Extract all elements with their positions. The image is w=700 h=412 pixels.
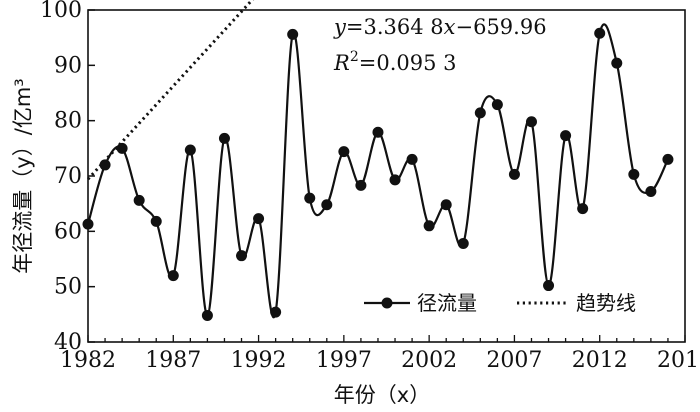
- equation-y-var: y: [333, 15, 347, 39]
- x-tick-label: 2007: [486, 348, 542, 373]
- runoff-series: [82, 23, 674, 321]
- runoff-point: [372, 126, 384, 138]
- runoff-point: [321, 199, 333, 211]
- runoff-point: [338, 146, 350, 158]
- runoff-point: [167, 270, 179, 282]
- y-axis-ticks: 40 50 60 70 80 90 100: [40, 0, 95, 355]
- x-tick-label: 1997: [316, 348, 372, 373]
- runoff-point: [628, 168, 640, 180]
- r2-exponent: 2: [350, 49, 359, 65]
- x-tick-label: 1982: [60, 348, 116, 373]
- runoff-point: [218, 132, 230, 144]
- runoff-point: [184, 144, 196, 156]
- equation-x-var: x: [444, 15, 456, 39]
- runoff-point: [440, 199, 452, 211]
- x-tick-label: 2002: [401, 348, 457, 373]
- y-tick-label: 40: [54, 330, 82, 355]
- runoff-point: [270, 306, 282, 318]
- y-tick-label: 80: [54, 109, 82, 134]
- runoff-line: [86, 23, 669, 318]
- runoff-point: [116, 142, 128, 154]
- runoff-point: [560, 130, 572, 142]
- runoff-point: [82, 218, 94, 230]
- runoff-point: [389, 174, 401, 186]
- runoff-point: [611, 57, 623, 69]
- runoff-point: [474, 107, 486, 119]
- x-axis-title: 年份（x）: [334, 383, 430, 407]
- x-tick-label: 1992: [231, 348, 287, 373]
- runoff-point: [508, 168, 520, 180]
- runoff-point: [201, 309, 213, 321]
- equation-intercept: −659.96: [455, 15, 546, 39]
- runoff-point: [662, 153, 674, 165]
- runoff-point: [406, 153, 418, 165]
- y-tick-label: 90: [54, 53, 82, 78]
- runoff-point: [150, 215, 162, 227]
- runoff-point: [253, 213, 265, 225]
- runoff-point: [645, 185, 657, 197]
- y-axis-title: 年径流量（y）/亿m³: [11, 78, 35, 273]
- legend-trend-label: 趋势线: [576, 291, 636, 315]
- equation-slope: =3.364 8: [346, 15, 444, 39]
- runoff-point: [304, 192, 316, 204]
- r-squared-label: R2=0.095 3: [333, 49, 457, 75]
- legend: 径流量 趋势线: [364, 291, 636, 315]
- runoff-point: [133, 194, 145, 206]
- x-tick-label: 2012: [572, 348, 628, 373]
- runoff-point: [577, 203, 589, 215]
- regression-equation: y=3.364 8x−659.96: [333, 15, 547, 39]
- legend-runoff-marker: [381, 297, 393, 309]
- y-tick-label: 100: [40, 0, 82, 23]
- x-tick-label: 1987: [145, 348, 201, 373]
- r2-symbol: R: [333, 51, 350, 75]
- y-tick-label: 70: [54, 164, 82, 189]
- runoff-point: [99, 159, 111, 171]
- runoff-point: [594, 27, 606, 39]
- runoff-point: [491, 99, 503, 111]
- runoff-point: [525, 116, 537, 128]
- runoff-point: [236, 250, 248, 262]
- r2-value: =0.095 3: [359, 51, 457, 75]
- runoff-point: [355, 179, 367, 191]
- legend-runoff-label: 径流量: [417, 291, 477, 315]
- x-tick-label: 2017: [657, 348, 700, 373]
- y-tick-label: 60: [54, 219, 82, 244]
- runoff-point: [543, 280, 555, 292]
- y-tick-label: 50: [54, 275, 82, 300]
- x-axis-ticks: 1982 1987 1992 1997 2002 2007 2012 2017: [60, 335, 700, 373]
- runoff-point: [287, 28, 299, 40]
- runoff-point: [423, 220, 435, 232]
- runoff-point: [457, 238, 469, 250]
